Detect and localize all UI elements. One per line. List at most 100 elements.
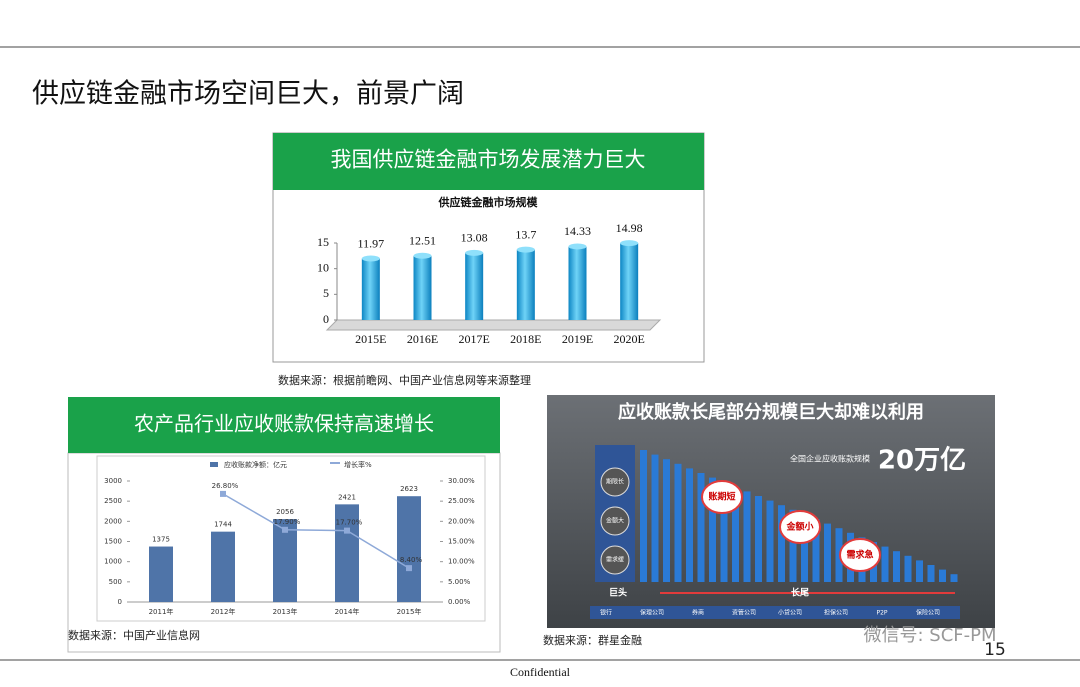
y2-tick-label: 25.00% — [448, 497, 475, 505]
infographic-title: 应收账款长尾部分规模巨大却难以利用 — [618, 401, 924, 423]
institution-label: 资管公司 — [732, 609, 756, 617]
data-label: 1375 — [152, 536, 170, 544]
institution-label: 券商 — [692, 609, 704, 617]
tail-stripe — [916, 560, 923, 582]
x-tick-label: 2019E — [562, 332, 593, 346]
line-marker — [406, 565, 412, 572]
institution-label: 保理公司 — [640, 609, 664, 617]
x-tick-label: 2014年 — [335, 607, 360, 616]
bar-cap — [413, 252, 432, 259]
tail-stripe — [904, 555, 912, 582]
tail-stripe — [663, 459, 670, 582]
tail-stripe — [686, 468, 693, 582]
trait-label: 需求缓 — [606, 556, 624, 564]
institution-label: 银行 — [600, 609, 612, 617]
y-tick-label: 3000 — [104, 477, 122, 485]
legend-label: 增长率% — [344, 460, 372, 469]
tail-stripe — [927, 565, 935, 582]
tail-stripe — [743, 491, 751, 582]
y2-tick-label: 15.00% — [448, 538, 475, 546]
source-note: 数据来源：中国产业信息网 — [68, 628, 200, 642]
tail-badge — [779, 510, 821, 544]
data-label: 14.98 — [616, 221, 643, 235]
tail-stripe — [835, 528, 843, 582]
y2-tick-label: 5.00% — [448, 578, 471, 586]
y-tick-label: 500 — [109, 578, 122, 586]
y2-tick-label: 30.00% — [448, 477, 475, 485]
bar — [361, 258, 380, 320]
data-label: 8.40% — [400, 556, 423, 564]
bar — [620, 243, 639, 320]
footer: Confidential — [510, 665, 571, 679]
tail-stripe — [709, 477, 716, 582]
slide-title: 供应链金融市场空间巨大，前景广阔 — [32, 79, 464, 110]
tail-stripe — [651, 454, 659, 582]
y2-tick-label: 20.00% — [448, 517, 475, 525]
data-label: 13.7 — [515, 227, 536, 241]
bar — [149, 546, 173, 602]
data-label: 1744 — [214, 521, 232, 529]
y-tick-label: 5 — [323, 286, 329, 300]
tail-stripe — [755, 496, 762, 582]
tail-stripe — [824, 523, 831, 582]
bar-cap — [568, 243, 587, 250]
tail-stripe — [881, 546, 889, 582]
bar-cap — [516, 246, 535, 253]
data-label: 17.90% — [274, 518, 301, 526]
institution-label: 保险公司 — [916, 609, 940, 617]
scale-value: 20万亿 — [878, 446, 966, 476]
line-marker — [282, 526, 288, 533]
data-label: 2056 — [276, 508, 294, 516]
scale-caption: 全国企业应收账款规模 — [790, 454, 870, 464]
tail-label: 需求急 — [846, 549, 873, 561]
bar — [211, 531, 235, 602]
tail-stripe — [893, 551, 900, 582]
data-label: 14.33 — [564, 224, 591, 238]
tail-stripe — [812, 519, 820, 582]
bar — [397, 496, 421, 602]
source-note: 数据来源：根据前瞻网、中国产业信息网等来源整理 — [278, 373, 531, 387]
data-label: 11.97 — [358, 236, 385, 250]
bar — [273, 519, 297, 602]
x-tick-label: 2012年 — [211, 607, 236, 616]
panel-header-bg — [273, 133, 704, 190]
x-tick-label: 2018E — [510, 332, 541, 346]
data-label: 13.08 — [461, 231, 488, 245]
floor — [325, 319, 662, 331]
legend-label: 应收账款净额：亿元 — [224, 460, 287, 469]
bar-cap — [361, 255, 380, 262]
bar-cap — [465, 249, 484, 256]
trait-circle — [600, 467, 630, 497]
tail-stripe — [640, 450, 647, 582]
y-tick-label: 2000 — [104, 517, 122, 525]
x-tick-label: 2015E — [355, 332, 386, 346]
bar — [465, 252, 484, 320]
x-tick-label: 2017E — [458, 332, 489, 346]
data-label: 12.51 — [409, 234, 436, 248]
line — [222, 493, 410, 569]
panel-header-bg — [68, 397, 500, 453]
y2-tick-label: 10.00% — [448, 558, 475, 566]
institution-label: P2P — [876, 610, 887, 617]
legend-swatch — [210, 462, 218, 467]
tail-stripe — [732, 486, 739, 582]
bar — [413, 255, 432, 320]
y-tick-label: 15 — [317, 235, 329, 249]
tail-stripe — [778, 505, 785, 582]
tail-label-main: 长尾 — [791, 587, 809, 599]
source-note: 数据来源：群星金融 — [543, 633, 642, 647]
x-tick-label: 2020E — [613, 332, 644, 346]
panel-header: 农产品行业应收账款保持高速增长 — [134, 412, 434, 436]
trait-circle — [600, 506, 630, 536]
tail-label: 金额小 — [785, 521, 813, 533]
institution-label: 担保公司 — [824, 609, 848, 617]
data-label: 17.70% — [336, 519, 363, 527]
tail-stripe — [789, 509, 797, 582]
trait-label: 期限长 — [606, 478, 624, 486]
tail-stripe — [720, 482, 728, 582]
line-marker — [220, 490, 226, 497]
page-number: 15 — [984, 640, 1006, 660]
